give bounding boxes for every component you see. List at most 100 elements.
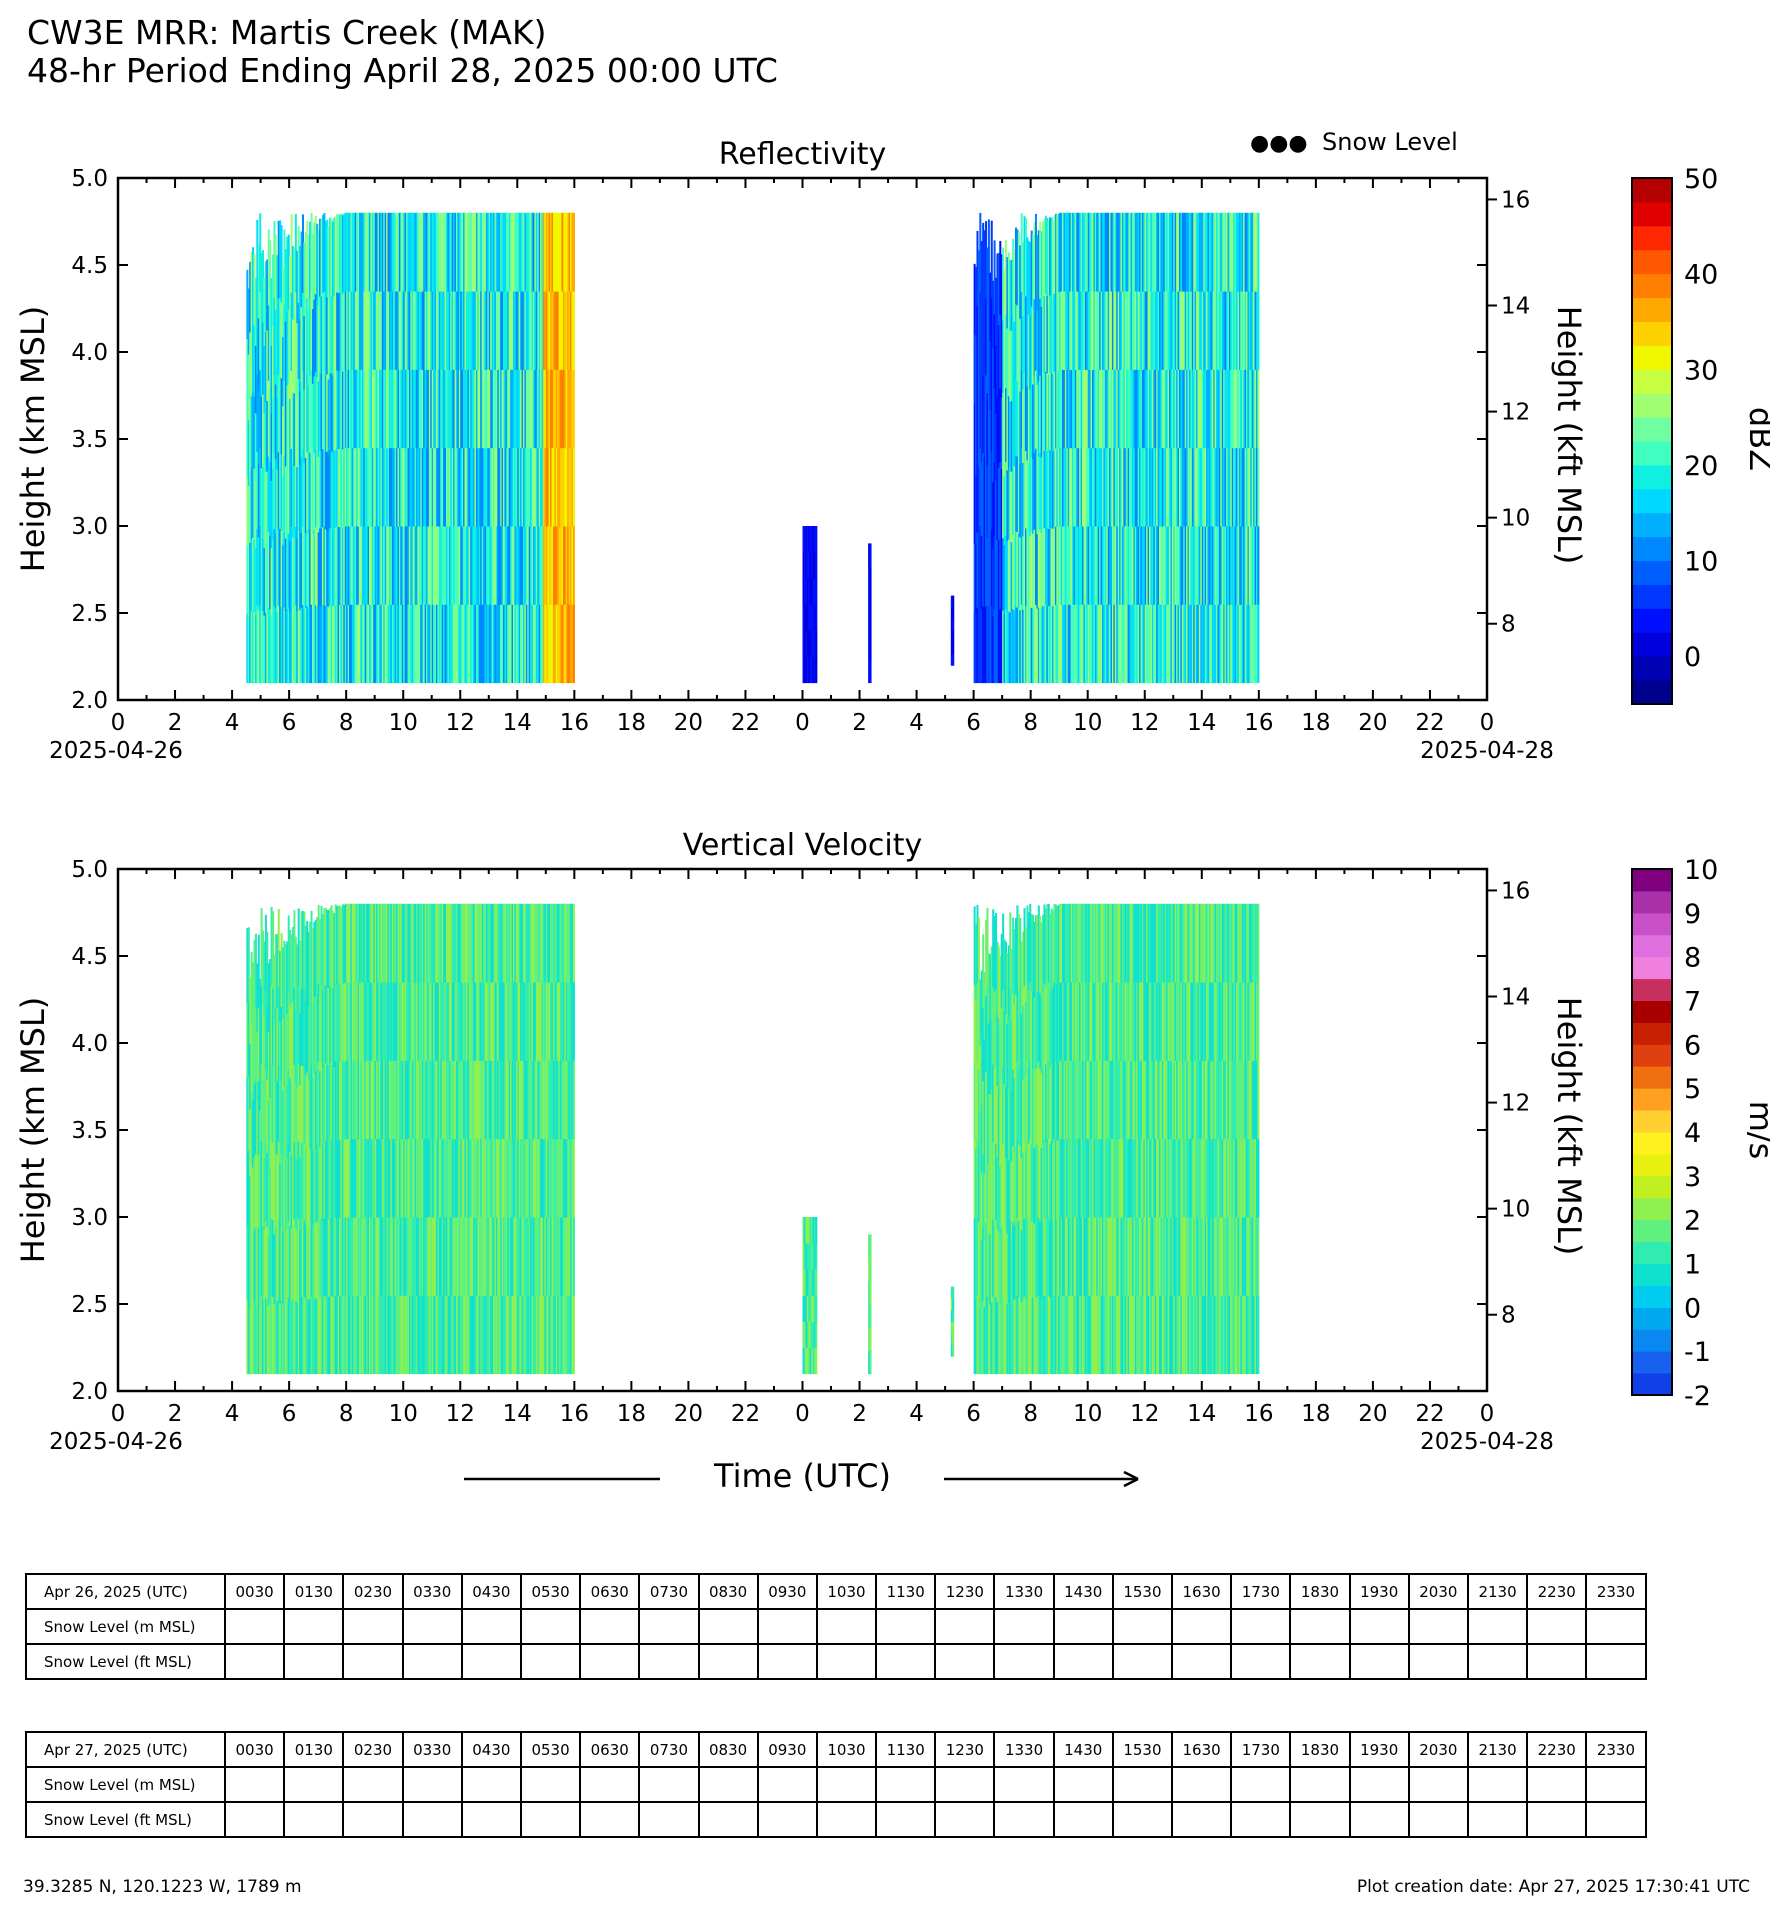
heatmap-cell: [264, 471, 267, 543]
heatmap-cell: [1238, 212, 1241, 292]
heatmap-cell: [307, 1079, 310, 1154]
heatmap-cell: [304, 232, 307, 308]
heatmap-cell: [869, 1304, 872, 1328]
heatmap-cell: [806, 630, 809, 657]
heatmap-cell: [1208, 604, 1211, 684]
heatmap-cell: [1157, 604, 1160, 684]
heatmap-cell: [344, 1060, 347, 1140]
heatmap-cell: [511, 369, 514, 449]
heatmap-cell: [1164, 604, 1167, 684]
heatmap-cell: [361, 982, 364, 1061]
heatmap-cell: [992, 615, 995, 684]
heatmap-cell: [260, 610, 263, 684]
heatmap-cell: [1009, 260, 1012, 332]
heatmap-cell: [1143, 526, 1146, 605]
heatmap-cell: [457, 447, 460, 527]
heatmap-cell: [1244, 212, 1247, 292]
heatmap-cell: [1084, 291, 1087, 370]
heatmap-cell: [367, 212, 370, 292]
heatmap-cell: [384, 604, 387, 684]
heatmap-cell: [310, 910, 313, 989]
heatmap-cell: [501, 369, 504, 449]
heatmap-cell: [561, 447, 564, 527]
heatmap-cell: [568, 212, 571, 292]
heatmap-cell: [869, 659, 872, 684]
heatmap-cell: [515, 526, 518, 605]
heatmap-cell: [1049, 449, 1052, 529]
heatmap-cell: [391, 369, 394, 449]
heatmap-cell: [1022, 242, 1025, 317]
heatmap-cell: [1197, 291, 1200, 370]
heatmap-cell: [1150, 212, 1153, 292]
heatmap-cell: [364, 447, 367, 527]
heatmap-cell: [1226, 369, 1229, 449]
heatmap-cell: [1094, 369, 1097, 449]
heatmap-cell: [310, 369, 313, 449]
heatmap-cell: [1106, 369, 1109, 449]
heatmap-cell: [517, 526, 520, 605]
heatmap-cell: [1074, 604, 1077, 684]
heatmap-cell: [813, 526, 816, 553]
heatmap-cell: [513, 447, 516, 527]
heatmap-cell: [1218, 604, 1221, 684]
heatmap-cell: [1119, 604, 1122, 684]
heatmap-cell: [547, 291, 550, 370]
heatmap-cell: [484, 291, 487, 370]
heatmap-cell: [1099, 604, 1102, 684]
heatmap-cell: [989, 545, 992, 615]
heatmap-cell: [437, 447, 440, 527]
heatmap-cell: [1160, 291, 1163, 370]
heatmap-cell: [555, 369, 558, 449]
heatmap-cell: [247, 1001, 250, 1077]
heatmap-cell: [1114, 526, 1117, 605]
heatmap-cell: [1064, 447, 1067, 527]
heatmap-cell: [327, 987, 330, 1066]
heatmap-cell: [353, 982, 356, 1061]
heatmap-cell: [272, 911, 275, 989]
snow-level-legend-icon: ●●●: [1250, 131, 1308, 156]
heatmap-cell: [1024, 450, 1027, 529]
heatmap-cell: [806, 552, 809, 579]
heatmap-cell: [1111, 291, 1114, 370]
heatmap-cell: [367, 526, 370, 605]
heatmap-cell: [323, 1296, 326, 1375]
heatmap-cell: [975, 544, 978, 614]
heatmap-cell: [983, 230, 986, 307]
heatmap-cell: [1187, 526, 1190, 605]
heatmap-cell: [309, 1072, 312, 1149]
heatmap-cell: [1255, 526, 1259, 605]
heatmap-cell: [394, 291, 397, 370]
heatmap-cell: [491, 604, 494, 684]
heatmap-cell: [1257, 291, 1260, 370]
heatmap-cell: [979, 526, 982, 605]
heatmap-cell: [354, 982, 357, 1061]
heatmap-cell: [273, 297, 276, 376]
heatmap-cell: [1181, 369, 1184, 449]
heatmap-cell: [453, 369, 456, 449]
heatmap-cell: [371, 447, 374, 527]
heatmap-cell: [1201, 604, 1204, 684]
heatmap-cell: [952, 1344, 955, 1357]
heatmap-cell: [349, 982, 352, 1061]
heatmap-cell: [518, 447, 521, 527]
heatmap-cell: [527, 291, 530, 370]
heatmap-cell: [309, 1223, 312, 1299]
heatmap-cell: [284, 321, 287, 395]
heatmap-cell: [1154, 369, 1157, 449]
heatmap-cell: [1200, 604, 1203, 684]
heatmap-cell: [989, 477, 992, 547]
heatmap-cell: [987, 605, 990, 684]
heatmap-cell: [300, 532, 303, 608]
heatmap-cell: [561, 369, 564, 449]
heatmap-cell: [359, 369, 362, 449]
heatmap-cell: [304, 532, 307, 609]
heatmap-cell: [414, 447, 417, 527]
heatmap-cell: [480, 291, 483, 370]
heatmap-cell: [311, 1076, 314, 1152]
heatmap-cell: [427, 369, 430, 449]
heatmap-cell: [344, 212, 347, 292]
heatmap-cell: [1146, 369, 1149, 449]
heatmap-cell: [294, 1227, 297, 1302]
heatmap-cell: [1104, 212, 1107, 292]
heatmap-cell: [558, 369, 561, 449]
